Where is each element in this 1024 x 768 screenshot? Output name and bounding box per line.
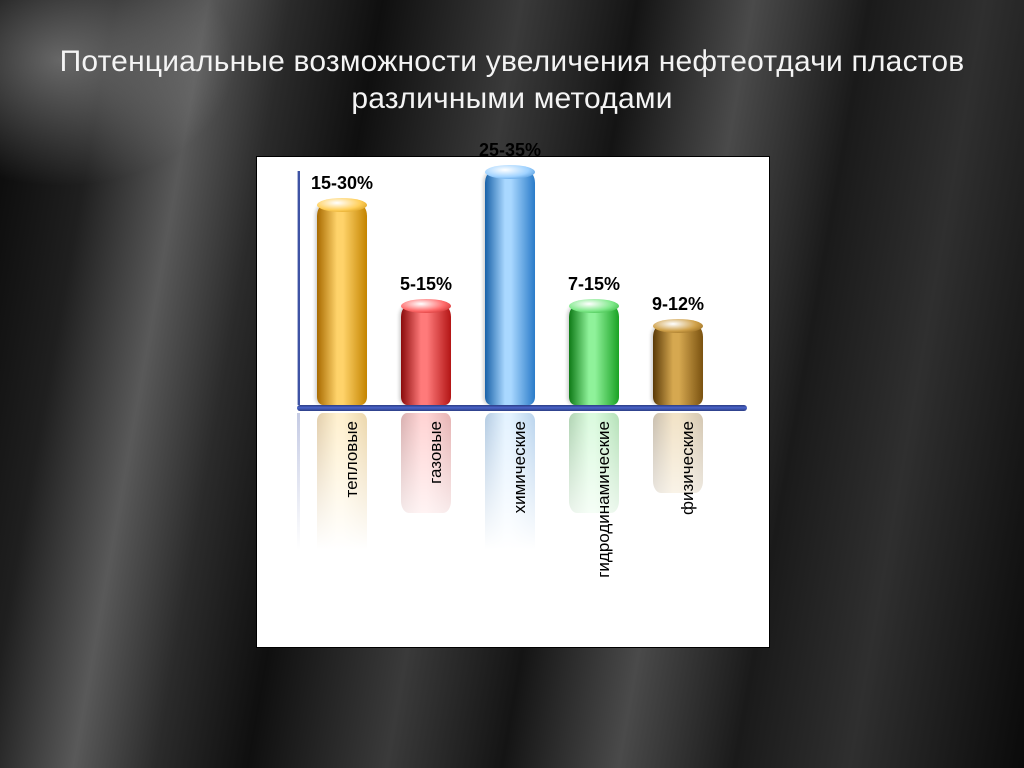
chart-bar-value-label: 25-35% <box>450 140 570 161</box>
chart-panel: 15-30%5-15%25-35%7-15%9-12% тепловые газо… <box>256 156 770 648</box>
chart-bar-value-label: 7-15% <box>534 274 654 295</box>
chart-plot-area: 15-30%5-15%25-35%7-15%9-12% <box>297 171 737 405</box>
chart-bar-value-label: 15-30% <box>282 173 402 194</box>
chart-baseline <box>297 405 747 411</box>
chart-bar-value-label: 9-12% <box>618 294 738 315</box>
chart-x-label: гидродинамические <box>569 415 619 635</box>
chart-x-label: физические <box>653 415 703 635</box>
slide: Потенциальные возможности увеличения неф… <box>0 0 1024 768</box>
chart-x-label: тепловые <box>317 415 367 635</box>
chart-x-label: химические <box>485 415 535 635</box>
chart-bars: 15-30%5-15%25-35%7-15%9-12% <box>297 171 737 405</box>
chart-x-label: газовые <box>401 415 451 635</box>
slide-title: Потенциальные возможности увеличения неф… <box>40 44 984 117</box>
chart-bar-value-label: 5-15% <box>366 274 486 295</box>
chart-x-labels: тепловые газовые химические гидродинамическ… <box>297 415 737 635</box>
